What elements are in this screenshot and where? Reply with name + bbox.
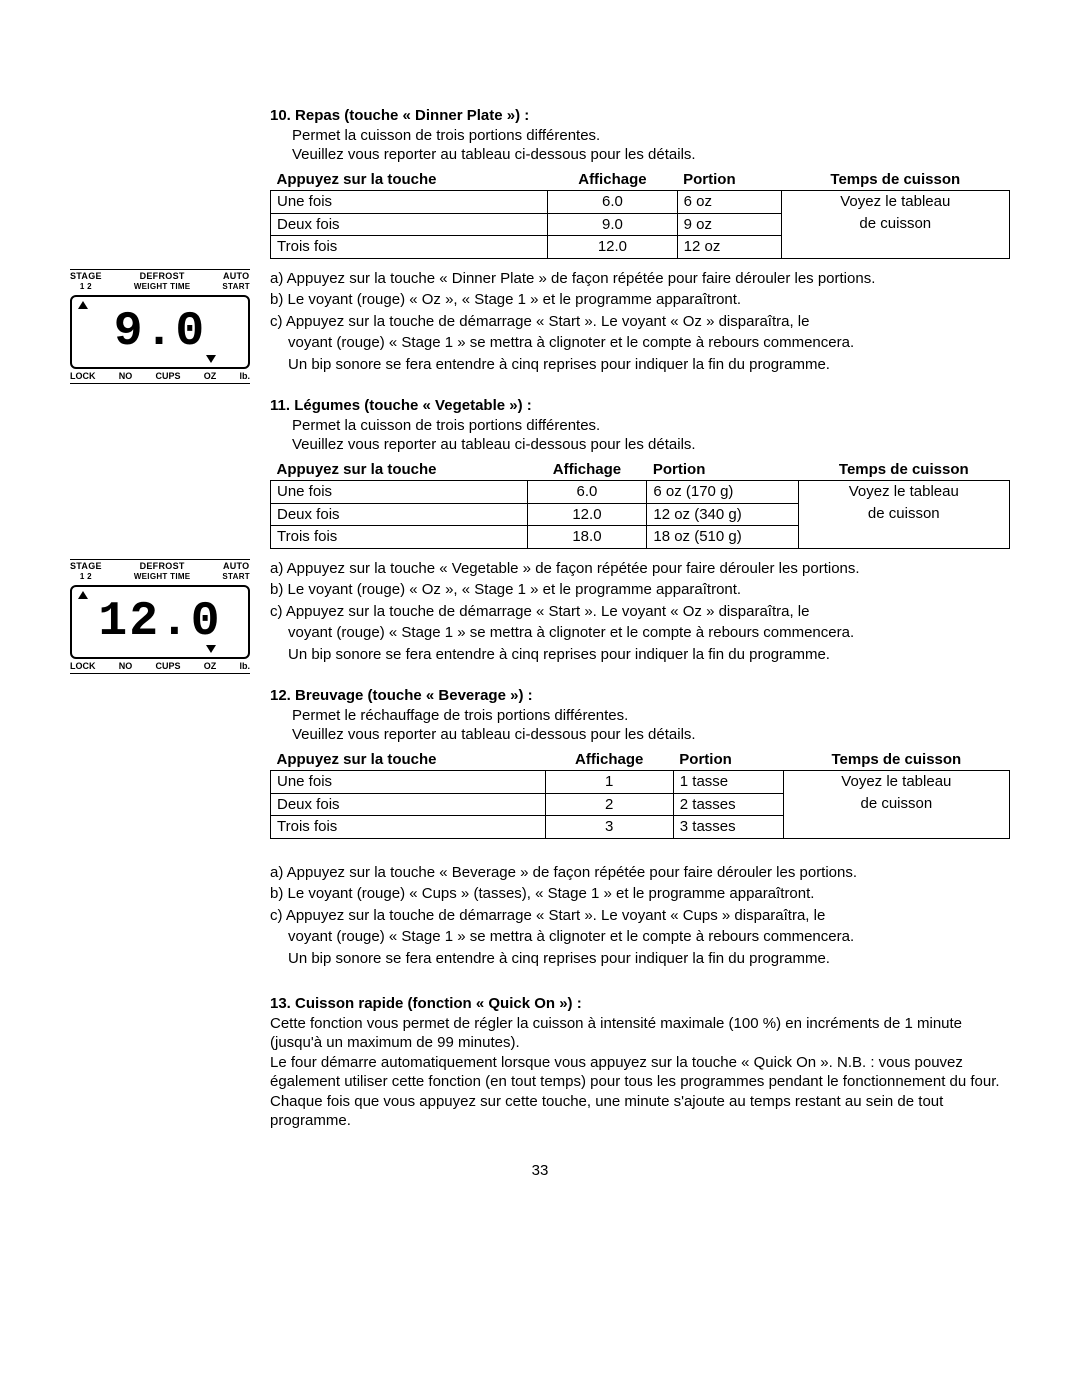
td: 18 oz (510 g) [647, 526, 798, 549]
th: Portion [673, 749, 783, 771]
section-11-line2: Veuillez vous reporter au tableau ci-des… [270, 435, 1010, 455]
td: Une fois [271, 191, 548, 214]
th: Affichage [545, 749, 673, 771]
td: Deux fois [271, 793, 546, 816]
section-11-line1: Permet la cuisson de trois portions diff… [270, 416, 1010, 436]
section-10-steps: a) Appuyez sur la touche « Dinner Plate … [270, 269, 1010, 377]
table-dinner-plate: Appuyez sur la touche Affichage Portion … [270, 169, 1010, 259]
td: Trois fois [271, 236, 548, 259]
table-vegetable: Appuyez sur la touche Affichage Portion … [270, 459, 1010, 549]
td [798, 526, 1009, 549]
td: 2 [545, 793, 673, 816]
section-13-p1: Cette fonction vous permet de régler la … [270, 1014, 1010, 1053]
th: Temps de cuisson [781, 169, 1009, 191]
th: Affichage [527, 459, 647, 481]
section-13-title: 13. Cuisson rapide (fonction « Quick On … [270, 994, 1010, 1014]
td: 12 oz [677, 236, 781, 259]
th: Appuyez sur la touche [271, 459, 528, 481]
td: Deux fois [271, 213, 548, 236]
lcd-display-value: 12.0 [98, 598, 221, 646]
section-13-p2: Le four démarre automatiquement lorsque … [270, 1053, 1010, 1131]
th: Appuyez sur la touche [271, 169, 548, 191]
lcd-figure-12: STAGE1 2 DEFROSTWEIGHT TIME AUTOSTART 12… [70, 559, 250, 675]
section-11-title: 11. Légumes (touche « Vegetable ») : [270, 396, 1010, 416]
td: 3 [545, 816, 673, 839]
th: Appuyez sur la touche [271, 749, 546, 771]
td: 9.0 [548, 213, 677, 236]
td: 6 oz (170 g) [647, 481, 798, 504]
th: Temps de cuisson [798, 459, 1009, 481]
td: Trois fois [271, 816, 546, 839]
td: de cuisson [781, 213, 1009, 236]
page-number: 33 [70, 1161, 1010, 1181]
td: 9 oz [677, 213, 781, 236]
lcd-display-value: 9.0 [114, 308, 206, 356]
table-beverage: Appuyez sur la touche Affichage Portion … [270, 749, 1010, 839]
td: de cuisson [783, 793, 1009, 816]
th: Portion [647, 459, 798, 481]
section-12-line1: Permet le réchauffage de trois portions … [270, 706, 1010, 726]
td [781, 236, 1009, 259]
th: Portion [677, 169, 781, 191]
td [783, 816, 1009, 839]
td: 1 [545, 771, 673, 794]
td: Voyez le tableau [781, 191, 1009, 214]
td: Trois fois [271, 526, 528, 549]
td: 2 tasses [673, 793, 783, 816]
section-10-line2: Veuillez vous reporter au tableau ci-des… [270, 145, 1010, 165]
td: Une fois [271, 481, 528, 504]
td: Voyez le tableau [783, 771, 1009, 794]
td: 12 oz (340 g) [647, 503, 798, 526]
td: de cuisson [798, 503, 1009, 526]
section-11-steps: a) Appuyez sur la touche « Vegetable » d… [270, 559, 1010, 667]
th: Temps de cuisson [783, 749, 1009, 771]
section-12-title: 12. Breuvage (touche « Beverage ») : [270, 686, 1010, 706]
td: 6 oz [677, 191, 781, 214]
td: 18.0 [527, 526, 647, 549]
td: 12.0 [548, 236, 677, 259]
td: 12.0 [527, 503, 647, 526]
section-10-line1: Permet la cuisson de trois portions diff… [270, 126, 1010, 146]
lcd-figure-9: STAGE1 2 DEFROSTWEIGHT TIME AUTOSTART 9.… [70, 269, 250, 385]
td: 3 tasses [673, 816, 783, 839]
th: Affichage [548, 169, 677, 191]
td: 6.0 [548, 191, 677, 214]
section-12-steps: a) Appuyez sur la touche « Beverage » de… [270, 863, 1010, 971]
section-12-line2: Veuillez vous reporter au tableau ci-des… [270, 725, 1010, 745]
td: 1 tasse [673, 771, 783, 794]
td: Deux fois [271, 503, 528, 526]
td: 6.0 [527, 481, 647, 504]
section-10-title: 10. Repas (touche « Dinner Plate ») : [270, 106, 1010, 126]
td: Voyez le tableau [798, 481, 1009, 504]
td: Une fois [271, 771, 546, 794]
